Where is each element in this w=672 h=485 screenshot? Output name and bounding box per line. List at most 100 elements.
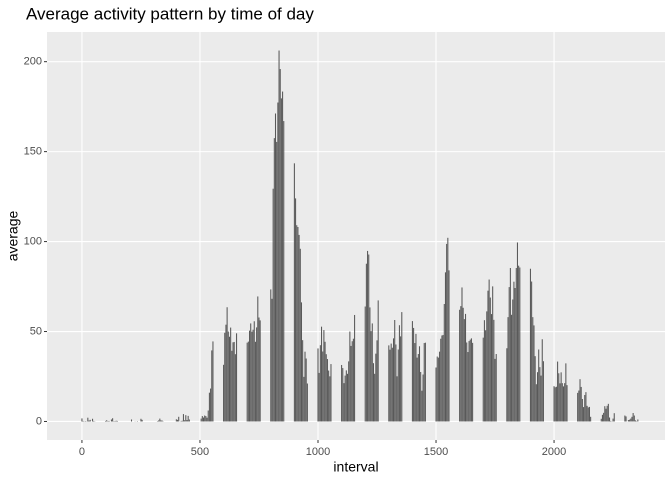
bar <box>131 419 132 421</box>
bar <box>323 330 324 421</box>
bar <box>207 418 208 422</box>
bar <box>538 350 539 422</box>
bar <box>440 339 441 422</box>
bar <box>444 304 445 421</box>
bar <box>519 267 520 421</box>
bar <box>236 333 237 421</box>
bar <box>325 342 326 422</box>
bar <box>420 372 421 421</box>
chart-title: Average activity pattern by time of day <box>26 4 314 23</box>
y-axis-title: average <box>5 210 21 261</box>
bar <box>203 418 204 422</box>
bar <box>445 272 446 421</box>
bar <box>577 393 578 422</box>
bar <box>176 419 177 421</box>
bar <box>610 421 611 422</box>
bar <box>227 307 228 421</box>
bar <box>256 327 257 421</box>
bar <box>162 421 163 422</box>
bar <box>583 407 584 421</box>
bar <box>584 395 585 421</box>
bar <box>210 389 211 422</box>
bar <box>319 373 320 422</box>
bar <box>441 335 442 421</box>
bar <box>565 363 566 421</box>
bar <box>378 300 379 421</box>
bar <box>307 384 308 422</box>
bar <box>317 348 318 421</box>
bar <box>257 296 258 421</box>
bar <box>301 302 302 421</box>
bar <box>563 386 564 421</box>
bar <box>561 372 562 421</box>
bar <box>559 383 560 421</box>
bar <box>389 350 390 422</box>
bar <box>400 336 401 421</box>
bar <box>376 340 377 421</box>
bar <box>223 365 224 422</box>
bar <box>185 415 186 421</box>
bar <box>211 350 212 421</box>
bar <box>117 421 118 422</box>
bar <box>506 348 507 421</box>
bar <box>421 391 422 422</box>
y-tick-label: 50 <box>30 325 42 337</box>
bar <box>296 225 297 421</box>
bar <box>326 354 327 421</box>
bar <box>365 307 366 422</box>
x-tick-label: 500 <box>191 446 209 458</box>
bar <box>513 282 514 422</box>
bar <box>419 346 420 421</box>
bar <box>539 367 540 421</box>
bar <box>92 419 93 422</box>
bar <box>487 291 488 422</box>
bar <box>417 358 418 422</box>
bar <box>399 325 400 421</box>
bar <box>374 374 375 422</box>
x-tick-label: 1500 <box>424 446 448 458</box>
bar <box>202 416 203 421</box>
bar <box>532 317 533 421</box>
bar <box>230 328 231 422</box>
bar <box>274 138 275 421</box>
bar <box>353 339 354 422</box>
bar <box>322 351 323 421</box>
bar <box>140 419 141 422</box>
bar <box>464 319 465 421</box>
bar <box>234 342 235 422</box>
bar <box>582 399 583 421</box>
bar <box>511 315 512 422</box>
x-tick-label: 1000 <box>306 446 330 458</box>
y-tick-label: 100 <box>24 235 42 247</box>
bar <box>182 421 183 422</box>
bar <box>271 299 272 422</box>
bar <box>188 416 189 422</box>
bar <box>424 343 425 421</box>
bar <box>249 331 250 422</box>
bar <box>228 332 229 422</box>
bar <box>345 376 346 422</box>
bar <box>585 392 586 421</box>
bar <box>279 51 280 422</box>
bar <box>461 287 462 421</box>
bar <box>605 409 606 422</box>
bar <box>250 323 251 421</box>
bar <box>87 418 88 422</box>
bar <box>189 419 190 421</box>
bar <box>260 320 261 421</box>
bar <box>283 121 284 421</box>
bar <box>412 321 413 421</box>
bar <box>602 415 603 422</box>
bar <box>224 333 225 422</box>
bar <box>297 227 298 421</box>
bar <box>111 419 112 421</box>
bar <box>90 420 91 422</box>
bar <box>486 311 487 421</box>
bar <box>609 418 610 422</box>
bar <box>465 314 466 422</box>
bar <box>160 420 161 421</box>
bar <box>467 352 468 421</box>
bar <box>472 343 473 422</box>
y-tick-label: 0 <box>36 415 42 427</box>
bar <box>321 327 322 422</box>
